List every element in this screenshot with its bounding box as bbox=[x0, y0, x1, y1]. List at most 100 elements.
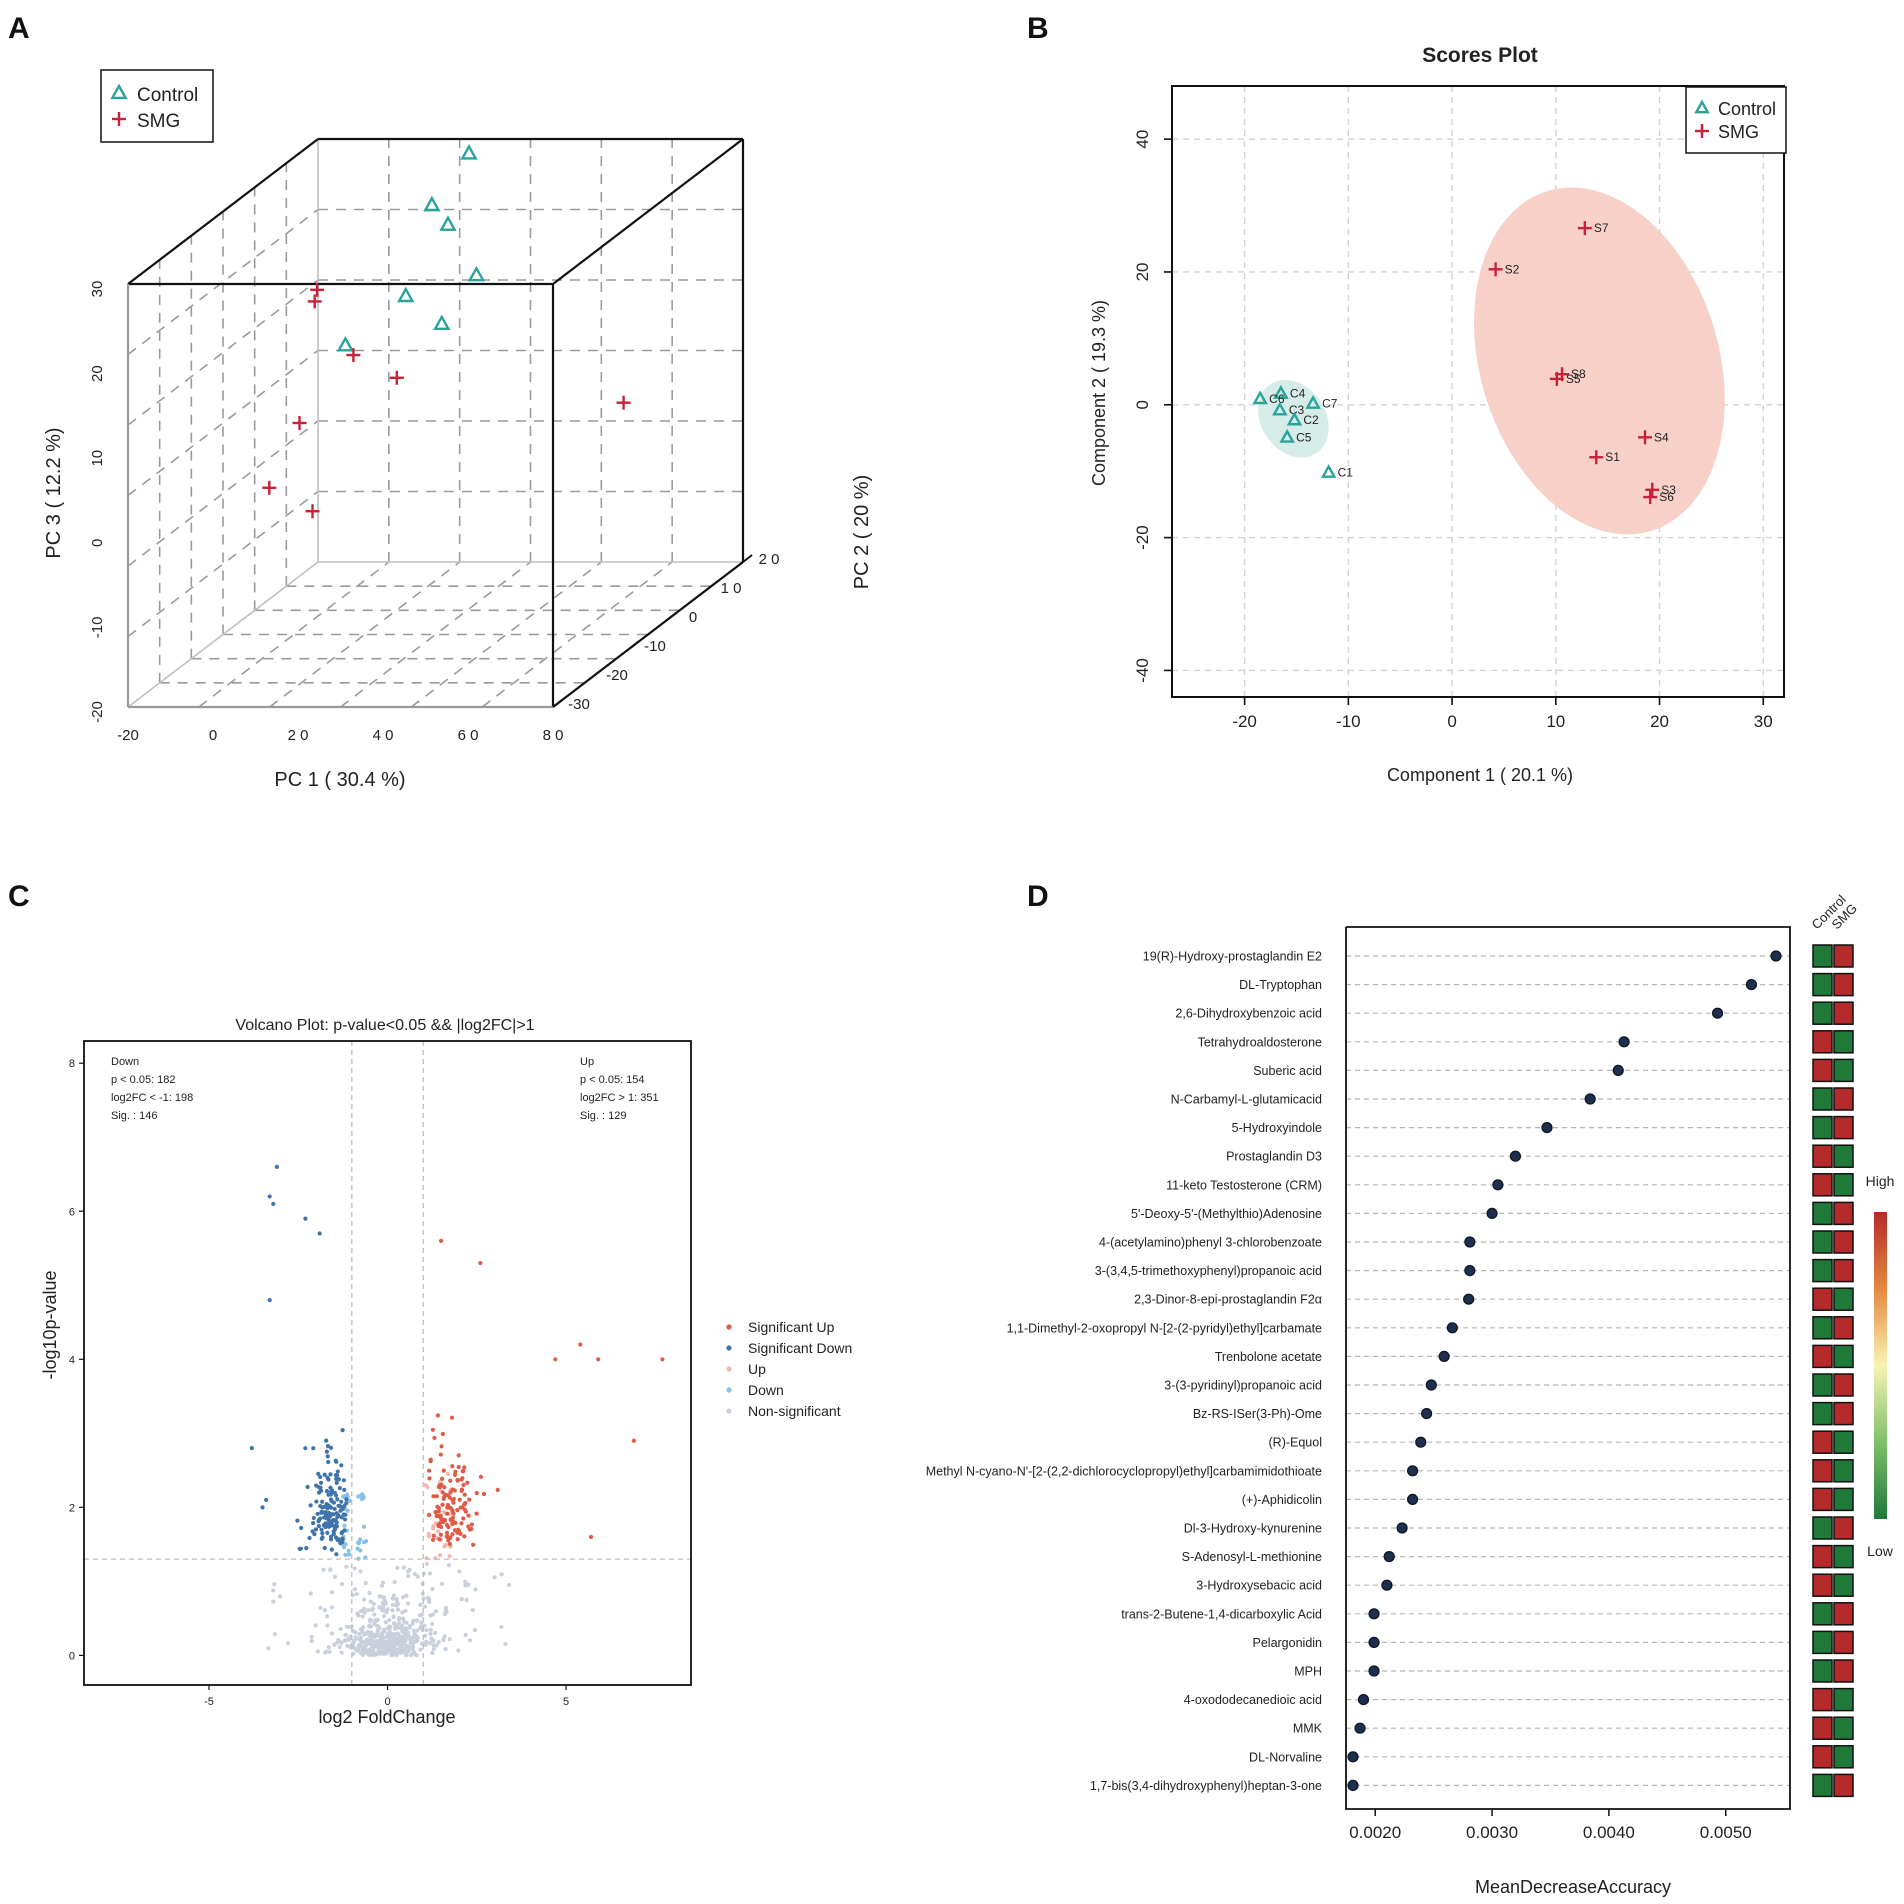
scores-ellipse-control bbox=[1258, 379, 1329, 458]
volcano-point-sigdown-102 bbox=[328, 1492, 334, 1497]
volcano-point-nonsig-320 bbox=[403, 1608, 408, 1614]
volcano-point-nonsig-0 bbox=[400, 1610, 405, 1615]
importance-feature-label-8: 11-keto Testosterone (CRM) bbox=[1166, 1178, 1322, 1192]
heat-cell-smg-28 bbox=[1833, 1745, 1854, 1769]
heat-cell-control-0 bbox=[1812, 944, 1833, 968]
pca3d-point-control-6 bbox=[336, 335, 355, 352]
volcano-point-up-14 bbox=[441, 1510, 446, 1515]
volcano-point-sigdown-120 bbox=[342, 1528, 347, 1533]
importance-feature-label-26: 4-oxododecanedioic acid bbox=[1184, 1693, 1322, 1707]
volcano-point-sigdown-121 bbox=[320, 1531, 325, 1536]
heat-cell-control-27 bbox=[1812, 1716, 1833, 1740]
volcano-point-nonsig-194 bbox=[390, 1608, 395, 1613]
volcano-point-nonsig-208 bbox=[410, 1646, 415, 1652]
volcano-point-sigdown-27 bbox=[303, 1446, 308, 1451]
volcano-point-nonsig-94 bbox=[412, 1571, 417, 1577]
volcano-point-sigup-101 bbox=[437, 1483, 442, 1488]
volcano-point-sigdown-141 bbox=[325, 1475, 330, 1480]
volcano-point-sigdown-80 bbox=[340, 1428, 345, 1433]
volcano-point-nonsig-367 bbox=[390, 1602, 395, 1607]
volcano-point-nonsig-478 bbox=[433, 1609, 439, 1614]
heat-cell-control-3 bbox=[1812, 1030, 1833, 1054]
volcano-point-nonsig-362 bbox=[354, 1591, 359, 1597]
heat-legend-low: Low bbox=[1867, 1543, 1894, 1559]
volcano-point-sigup-42 bbox=[430, 1537, 436, 1542]
importance-dot-19 bbox=[1406, 1493, 1419, 1506]
volcano-point-nonsig-27 bbox=[463, 1579, 468, 1585]
importance-feature-label-23: trans-2-Butene-1,4-dicarboxylic Acid bbox=[1121, 1607, 1322, 1621]
importance-frame bbox=[1345, 926, 1791, 1810]
pca3d-ticks: -20 0 2 0 4 0 6 0 8 0-30 -20 -10 0 1 0 2 0 -20 -10 0 1… bbox=[89, 281, 779, 744]
volcano-point-nonsig-465 bbox=[363, 1581, 368, 1586]
volcano-point-nonsig-456 bbox=[357, 1631, 362, 1637]
volcano-point-sigup-extra-2 bbox=[578, 1342, 583, 1347]
volcano-annot-down-0: Down bbox=[111, 1056, 139, 1068]
importance-feature-label-11: 3-(3,4,5-trimethoxyphenyl)propanoic acid bbox=[1095, 1264, 1322, 1278]
volcano-annotation-up: Up p < 0.05: 154 log2FC > 1: 351 Sig. : … bbox=[580, 1056, 659, 1122]
importance-dot-27 bbox=[1354, 1722, 1366, 1734]
importance-feature-label-9: 5'-Deoxy-5'-(Methylthio)Adenosine bbox=[1131, 1207, 1322, 1221]
volcano-point-sigdown-31 bbox=[316, 1471, 321, 1476]
volcano-point-nonsig-297 bbox=[321, 1567, 326, 1572]
volcano-point-down-31 bbox=[340, 1494, 346, 1499]
pca3d-edge-2 bbox=[552, 561, 744, 708]
volcano-point-nonsig-191 bbox=[381, 1595, 387, 1600]
heat-cell-control-10 bbox=[1812, 1230, 1833, 1254]
volcano-point-sigdown-130 bbox=[329, 1519, 335, 1524]
volcano-point-down-33 bbox=[345, 1492, 350, 1497]
volcano-point-sigup-103 bbox=[439, 1516, 444, 1521]
volcano-point-sigdown-108 bbox=[318, 1474, 323, 1480]
volcano-point-sigup-125 bbox=[447, 1542, 452, 1547]
volcano-point-nonsig-107 bbox=[358, 1569, 363, 1574]
volcano-legend-marker-1 bbox=[726, 1345, 732, 1351]
volcano-point-sigdown-115 bbox=[321, 1523, 327, 1528]
volcano-point-nonsig-388 bbox=[325, 1623, 330, 1628]
volcano-point-up-21 bbox=[437, 1553, 443, 1558]
volcano-point-nonsig-430 bbox=[423, 1604, 428, 1609]
scores-point-s1 bbox=[1589, 450, 1604, 465]
volcano-point-nonsig-54 bbox=[361, 1597, 367, 1602]
volcano-point-nonsig-211 bbox=[380, 1580, 386, 1585]
volcano-point-nonsig-237 bbox=[368, 1618, 374, 1623]
importance-dot-18 bbox=[1406, 1465, 1419, 1477]
volcano-point-sigup-extra-4 bbox=[660, 1357, 665, 1362]
importance-rows: 19(R)-Hydroxy-prostaglandin E2 DL-Tryptop… bbox=[926, 950, 1790, 1793]
importance-dot-28 bbox=[1347, 1751, 1359, 1763]
volcano-point-sigdown-18 bbox=[308, 1503, 313, 1508]
scores-label-s6: S6 bbox=[1659, 490, 1674, 504]
volcano-point-nonsig-97 bbox=[392, 1579, 397, 1585]
importance-feature-label-17: (R)-Equol bbox=[1269, 1436, 1323, 1450]
pca3d-points bbox=[262, 144, 631, 519]
heat-cell-control-20 bbox=[1812, 1516, 1833, 1540]
heat-cell-control-7 bbox=[1812, 1144, 1833, 1168]
volcano-point-sigup-20 bbox=[471, 1542, 476, 1547]
volcano-point-sigup-98 bbox=[438, 1452, 443, 1457]
volcano-point-sigup-114 bbox=[474, 1491, 479, 1496]
importance-dot-14 bbox=[1438, 1350, 1450, 1363]
heat-cell-smg-2 bbox=[1833, 1001, 1854, 1025]
heat-cell-control-29 bbox=[1812, 1773, 1833, 1798]
volcano-point-sigup-19 bbox=[455, 1477, 460, 1483]
scores-point-s5 bbox=[1549, 371, 1564, 386]
volcano-ytick-4: 8 bbox=[69, 1058, 75, 1070]
volcano-point-sigdown-59 bbox=[316, 1523, 322, 1529]
scores-ytick-4: 40 bbox=[1133, 130, 1152, 149]
pca3d-floor-grid-x-3 bbox=[410, 561, 602, 708]
pca3d-ztick-3: 10 bbox=[89, 450, 106, 467]
volcano-point-nonsig-284 bbox=[428, 1627, 434, 1632]
volcano-point-down-16 bbox=[346, 1552, 352, 1557]
scores-legend: Control SMG bbox=[1685, 86, 1787, 154]
importance-dot-22 bbox=[1381, 1579, 1393, 1591]
volcano-point-sigdown-123 bbox=[334, 1459, 339, 1464]
pca3d-ztick-4: 20 bbox=[89, 365, 106, 382]
volcano-point-nonsig-497 bbox=[337, 1639, 342, 1644]
volcano-point-sigup-41 bbox=[461, 1482, 466, 1488]
volcano-point-nonsig-127 bbox=[377, 1605, 382, 1610]
importance-dot-23 bbox=[1368, 1608, 1380, 1620]
pca3d-side-grid-z-2 bbox=[127, 349, 319, 497]
volcano-point-sigdown-112 bbox=[336, 1503, 341, 1508]
volcano-point-sigdown-35 bbox=[307, 1535, 312, 1541]
heat-cell-smg-25 bbox=[1833, 1659, 1854, 1683]
volcano-point-sigup-122 bbox=[462, 1465, 467, 1470]
